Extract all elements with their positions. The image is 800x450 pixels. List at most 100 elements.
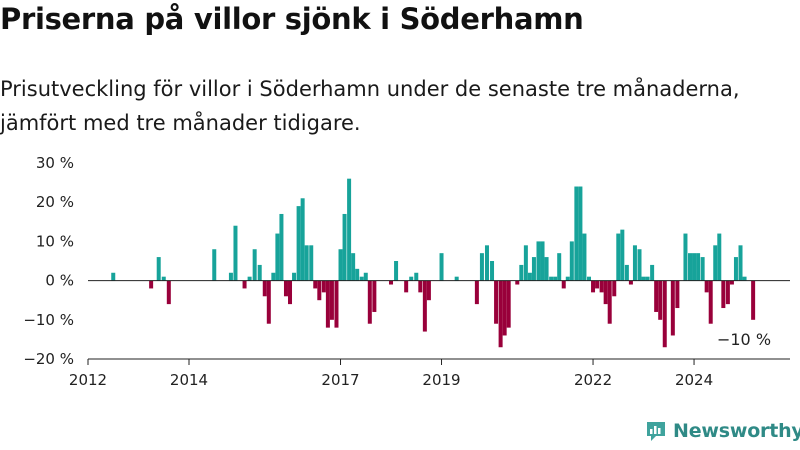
bar-negative	[595, 280, 600, 289]
bar-positive	[347, 178, 352, 281]
bar-positive	[540, 241, 545, 281]
bar-negative	[242, 280, 247, 289]
bar-positive	[637, 249, 642, 281]
bar-negative	[389, 280, 394, 285]
bar-positive	[717, 233, 722, 281]
bar-positive	[683, 233, 688, 281]
bar-positive	[738, 245, 743, 281]
bar-positive	[565, 276, 570, 281]
bar-negative	[418, 280, 423, 293]
bar-negative	[599, 280, 604, 293]
bar-negative	[317, 280, 322, 301]
bar-negative	[329, 280, 334, 320]
bar-negative	[654, 280, 659, 312]
bar-positive	[587, 276, 591, 281]
bar-positive	[574, 186, 579, 281]
bar-negative	[515, 280, 520, 285]
bar-negative	[612, 280, 617, 297]
bar-positive	[292, 272, 297, 281]
bar-positive	[111, 272, 116, 281]
bar-positive	[641, 276, 646, 281]
bar-positive	[713, 245, 718, 281]
bar-positive	[544, 257, 549, 281]
bar-positive	[490, 261, 495, 281]
bar-positive	[275, 233, 280, 281]
bar-positive	[549, 276, 554, 281]
bar-positive	[531, 257, 536, 281]
bar-positive	[454, 276, 459, 281]
bar-negative	[658, 280, 663, 320]
x-tick-label: 2019	[422, 371, 460, 389]
bar-positive	[233, 225, 238, 281]
bar-positive	[553, 276, 558, 281]
brand-logo: Newsworthy	[645, 420, 800, 442]
bar-positive	[733, 257, 738, 281]
bar-positive	[645, 276, 650, 281]
bar-negative	[628, 280, 633, 285]
bar-positive	[696, 253, 701, 281]
y-tick-label: 30 %	[36, 154, 74, 172]
bar-negative	[325, 280, 330, 328]
bar-negative	[506, 280, 511, 328]
bar-negative	[561, 280, 566, 289]
bar-negative	[166, 280, 171, 305]
bar-negative	[372, 280, 377, 312]
bar-positive	[363, 272, 368, 281]
bar-positive	[519, 264, 524, 281]
bar-negative	[283, 280, 288, 297]
bar-positive	[557, 253, 562, 281]
bar-negative	[704, 280, 709, 293]
bar-positive	[620, 229, 625, 281]
bar-positive	[279, 213, 284, 281]
bar-positive	[484, 245, 489, 281]
bar-chart: −20 %−10 %0 %10 %20 %30 % 2012 2014 2017 20…	[23, 154, 790, 389]
x-axis: 2012 2014 2017 2019 2022 2024	[69, 359, 713, 389]
bar-negative	[321, 280, 326, 293]
bar-negative	[262, 280, 267, 297]
x-tick-label: 2024	[675, 371, 713, 389]
bar-negative	[721, 280, 726, 309]
bar-positive	[212, 249, 217, 281]
x-tick-label: 2017	[321, 371, 359, 389]
last-value-annotation: −10 %	[717, 330, 771, 349]
y-tick-label: 0 %	[45, 272, 74, 290]
bar-positive	[161, 276, 166, 281]
bar-positive	[700, 257, 705, 281]
bar-positive	[582, 233, 587, 281]
bar-negative	[708, 280, 713, 324]
y-tick-label: −10 %	[23, 311, 74, 329]
bar-positive	[394, 261, 399, 281]
bars-group	[111, 178, 756, 348]
bar-positive	[536, 241, 541, 281]
bar-negative	[603, 280, 608, 305]
bar-positive	[359, 276, 364, 281]
bar-negative	[422, 280, 427, 332]
bar-negative	[404, 280, 409, 293]
bar-positive	[650, 264, 655, 281]
bar-negative	[675, 280, 680, 309]
bar-negative	[367, 280, 372, 324]
bar-positive	[355, 268, 360, 281]
bar-negative	[607, 280, 612, 324]
bar-positive	[309, 245, 314, 281]
bar-positive	[338, 249, 343, 281]
bar-negative	[751, 280, 756, 320]
bar-negative	[426, 280, 431, 301]
bar-positive	[569, 241, 574, 281]
bar-negative	[313, 280, 318, 289]
bar-positive	[439, 253, 444, 281]
bar-positive	[742, 276, 747, 281]
bar-negative	[725, 280, 730, 305]
bar-positive	[252, 249, 257, 281]
y-tick-label: 20 %	[36, 193, 74, 211]
bar-positive	[257, 264, 262, 281]
x-tick-label: 2012	[69, 371, 107, 389]
bar-negative	[288, 280, 293, 305]
bar-positive	[692, 253, 697, 281]
bar-positive	[688, 253, 692, 281]
bar-positive	[351, 253, 356, 281]
x-tick-label: 2022	[574, 371, 612, 389]
y-tick-label: −20 %	[23, 350, 74, 368]
bar-negative	[494, 280, 499, 324]
bar-negative	[502, 280, 507, 336]
